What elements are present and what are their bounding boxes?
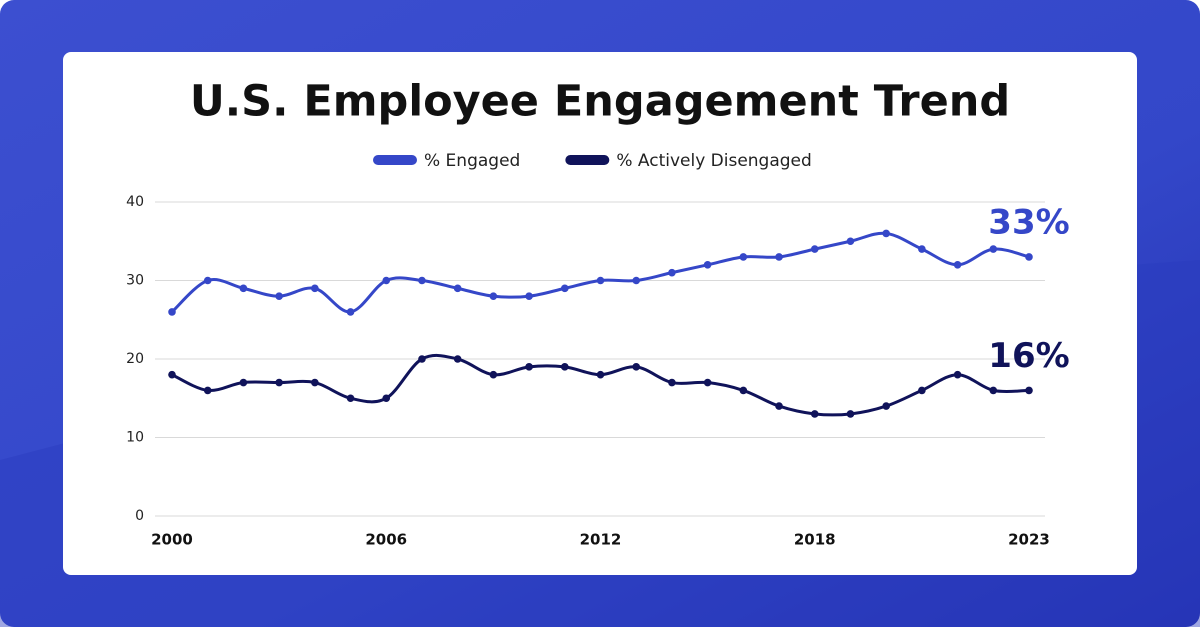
data-point xyxy=(346,308,355,316)
data-point xyxy=(989,386,998,395)
data-point xyxy=(810,410,819,418)
data-point xyxy=(882,229,890,238)
data-point xyxy=(668,268,676,277)
data-point xyxy=(596,276,605,285)
data-point xyxy=(560,363,569,371)
data-point xyxy=(775,402,783,410)
data-point xyxy=(1025,386,1033,395)
data-point xyxy=(739,253,748,261)
x-tick-label: 2012 xyxy=(580,531,622,549)
data-point xyxy=(1025,253,1033,261)
data-point xyxy=(168,370,176,379)
data-point xyxy=(775,253,783,261)
data-point xyxy=(346,394,355,403)
data-point xyxy=(275,292,283,301)
data-point xyxy=(311,284,319,293)
data-point xyxy=(168,308,176,316)
end-annotation: 33% xyxy=(988,202,1069,242)
data-point xyxy=(846,237,855,246)
x-tick-label: 2023 xyxy=(1008,531,1050,549)
data-point xyxy=(418,276,426,285)
data-point xyxy=(560,284,569,293)
data-point xyxy=(703,261,712,269)
y-tick-label: 10 xyxy=(126,430,144,446)
chart-title: U.S. Employee Engagement Trend xyxy=(190,77,1010,127)
data-point xyxy=(489,370,498,379)
legend-label: % Actively Disengaged xyxy=(616,151,811,171)
data-point xyxy=(489,292,498,301)
y-tick-label: 30 xyxy=(126,273,144,289)
data-point xyxy=(882,402,890,410)
data-point xyxy=(203,276,212,285)
legend-label: % Engaged xyxy=(424,151,520,171)
data-point xyxy=(453,355,462,363)
data-point xyxy=(846,410,855,418)
data-point xyxy=(739,386,748,395)
data-point xyxy=(382,394,391,403)
data-point xyxy=(918,245,926,253)
data-point xyxy=(311,378,319,387)
data-point xyxy=(453,284,462,293)
x-tick-label: 2000 xyxy=(151,531,193,549)
x-tick-label: 2006 xyxy=(365,531,407,549)
data-point xyxy=(596,370,605,379)
data-point xyxy=(632,363,641,371)
card xyxy=(63,52,1137,575)
data-point xyxy=(239,378,248,387)
x-tick-label: 2018 xyxy=(794,531,836,549)
data-point xyxy=(918,386,926,395)
data-point xyxy=(203,386,212,395)
data-point xyxy=(703,378,712,387)
data-point xyxy=(275,378,283,387)
data-point xyxy=(953,261,962,269)
data-point xyxy=(632,276,641,285)
data-point xyxy=(810,245,819,253)
data-point xyxy=(418,355,426,363)
data-point xyxy=(382,276,391,285)
y-tick-label: 40 xyxy=(126,194,144,210)
plot: 0 10 20 30 40 2000 2006 2012 2018 2023 % Engaged % … xyxy=(126,151,1070,549)
y-tick-label: 20 xyxy=(126,351,144,367)
end-annotation: 16% xyxy=(988,336,1069,376)
data-point xyxy=(668,378,676,387)
data-point xyxy=(953,370,962,379)
data-point xyxy=(989,245,998,253)
y-tick-label: 0 xyxy=(135,508,144,524)
data-point xyxy=(525,292,533,301)
data-point xyxy=(525,363,533,371)
data-point xyxy=(239,284,248,293)
